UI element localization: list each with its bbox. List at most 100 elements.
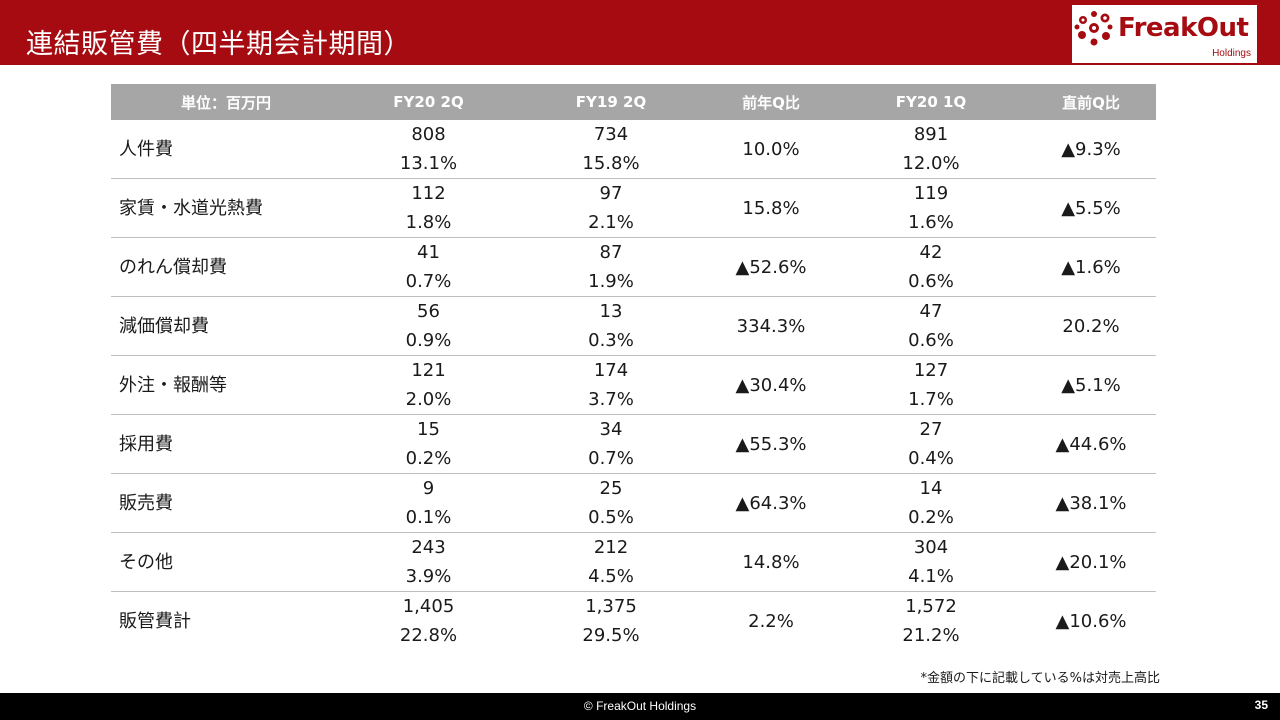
yoy-cell: 2.2% (748, 610, 794, 632)
table-row: のれん償却費 41 0.7% 87 1.9% ▲52.6% 42 0.6% ▲1.6% (111, 237, 1156, 297)
qoq-cell: ▲10.6% (1055, 610, 1127, 632)
sales-ratio: 22.8% (399, 625, 458, 646)
amount: 15 (417, 419, 440, 440)
fy19-2q-cell: 174 3.7% (516, 355, 706, 415)
sales-ratio: 2.1% (588, 212, 634, 233)
sales-ratio: 1.8% (405, 212, 452, 233)
amount: 47 (919, 301, 943, 322)
amount: 42 (919, 242, 943, 263)
fy19-2q-cell: 734 15.8% (516, 120, 706, 179)
row-label: 家賃・水道光熱費 (111, 178, 341, 238)
header-fy20-1q: FY20 1Q (836, 84, 1026, 120)
slide-title: 連結販管費（四半期会計期間） (26, 29, 411, 60)
fy20-1q-cell: 42 0.6% (836, 237, 1026, 297)
yoy-cell: ▲55.3% (706, 414, 836, 474)
sga-expenses-table: 単位：百万円 FY20 2Q FY19 2Q 前年Q比 FY20 1Q 直前Q比… (111, 84, 1156, 650)
sales-ratio: 21.2% (902, 625, 960, 646)
sales-ratio: 0.4% (908, 448, 954, 469)
amount: 1,375 (585, 596, 637, 617)
sales-ratio: 0.2% (908, 507, 954, 528)
amount: 304 (913, 537, 949, 558)
yoy-cell: 15.8% (706, 178, 836, 238)
table-row: 家賃・水道光熱費 112 1.8% 97 2.1% 15.8% 119 1.6% ▲5… (111, 178, 1156, 238)
row-label: 販管費計 (119, 610, 191, 632)
header-qoq: 直前Q比 (1026, 84, 1156, 120)
amount: 212 (593, 537, 629, 558)
fy20-1q-cell: 27 0.4% (836, 414, 1026, 474)
fy20-2q-cell: 808 13.1% (341, 120, 516, 179)
sales-ratio: 0.9% (405, 330, 452, 351)
fy19-2q-cell: 34 0.7% (516, 414, 706, 474)
qoq-cell: ▲5.5% (1026, 178, 1156, 238)
sales-ratio: 1.9% (588, 271, 634, 292)
sales-ratio: 0.3% (588, 330, 634, 351)
fy20-2q-cell: 243 3.9% (341, 532, 516, 592)
qoq-cell: ▲38.1% (1026, 473, 1156, 533)
amount: 174 (593, 360, 629, 381)
fy20-2q-cell: 9 0.1% (341, 473, 516, 533)
amount: 97 (599, 183, 623, 204)
fy19-2q-cell: 212 4.5% (516, 532, 706, 592)
logo-wordmark: FreakOut (1118, 13, 1249, 43)
header-fy20-2q: FY20 2Q (341, 84, 516, 120)
amount: 734 (593, 124, 629, 145)
yoy-cell: 10.0% (706, 120, 836, 179)
copyright-text: © FreakOut Holdings (583, 699, 697, 713)
amount: 34 (599, 419, 623, 440)
amount: 808 (411, 124, 446, 145)
row-label: 採用費 (111, 414, 341, 474)
amount: 13 (599, 301, 623, 322)
page-number: 35 (1254, 698, 1268, 712)
header-fy19-2q: FY19 2Q (516, 84, 706, 120)
sales-ratio: 0.1% (405, 507, 452, 528)
title-bar: 連結販管費（四半期会計期間） FreakOut Holdings (0, 0, 1280, 65)
fy20-1q-cell: 14 0.2% (836, 473, 1026, 533)
amount: 112 (411, 183, 446, 204)
table-row: 販売費 9 0.1% 25 0.5% ▲64.3% 14 0.2% ▲38.1% (111, 473, 1156, 533)
sales-ratio: 3.9% (405, 566, 452, 587)
row-label: のれん償却費 (111, 237, 341, 297)
sales-ratio: 15.8% (582, 153, 640, 174)
amount: 25 (599, 478, 623, 499)
qoq-cell: ▲5.1% (1026, 355, 1156, 415)
fy20-1q-cell: 1,572 21.2% (836, 592, 1026, 651)
fy20-1q-cell: 127 1.7% (836, 355, 1026, 415)
amount: 243 (411, 537, 446, 558)
yoy-cell: 334.3% (706, 296, 836, 356)
fy20-1q-cell: 47 0.6% (836, 296, 1026, 356)
fy19-2q-cell: 25 0.5% (516, 473, 706, 533)
yoy-cell: 14.8% (706, 532, 836, 592)
row-label: 減価償却費 (111, 296, 341, 356)
header-unit: 単位：百万円 (111, 84, 341, 120)
table-row: 人件費 808 13.1% 734 15.8% 10.0% 891 12.0% ▲9.… (111, 120, 1156, 179)
sales-ratio: 1.6% (908, 212, 954, 233)
fy20-2q-cell: 41 0.7% (341, 237, 516, 297)
sales-ratio: 0.7% (405, 271, 452, 292)
fy20-2q-cell: 112 1.8% (341, 178, 516, 238)
amount: 14 (919, 478, 943, 499)
company-logo: FreakOut Holdings (1072, 5, 1257, 63)
sales-ratio: 0.6% (908, 330, 954, 351)
table-row: 外注・報酬等 121 2.0% 174 3.7% ▲30.4% 127 1.7% ▲5… (111, 355, 1156, 415)
sales-ratio: 0.2% (405, 448, 452, 469)
amount: 127 (913, 360, 949, 381)
table-header-row: 単位：百万円 FY20 2Q FY19 2Q 前年Q比 FY20 1Q 直前Q比 (111, 84, 1156, 120)
amount: 41 (417, 242, 440, 263)
fy20-1q-cell: 119 1.6% (836, 178, 1026, 238)
fy20-1q-cell: 891 12.0% (836, 120, 1026, 179)
fy20-2q-cell: 56 0.9% (341, 296, 516, 356)
fy19-2q-cell: 87 1.9% (516, 237, 706, 297)
table-row: 減価償却費 56 0.9% 13 0.3% 334.3% 47 0.6% 20.2% (111, 296, 1156, 356)
sales-ratio: 0.7% (588, 448, 634, 469)
amount: 87 (599, 242, 623, 263)
fy20-2q-cell: 1,405 22.8% (341, 592, 516, 651)
fy19-2q-cell: 1,375 29.5% (516, 592, 706, 651)
yoy-cell: ▲30.4% (706, 355, 836, 415)
footnote: *金額の下に記載している%は対売上高比 (920, 671, 1160, 686)
qoq-cell: ▲9.3% (1026, 120, 1156, 179)
amount: 891 (913, 124, 949, 145)
qoq-cell: ▲1.6% (1026, 237, 1156, 297)
sales-ratio: 4.1% (908, 566, 954, 587)
amount: 9 (422, 478, 435, 499)
amount: 1,405 (402, 596, 455, 617)
